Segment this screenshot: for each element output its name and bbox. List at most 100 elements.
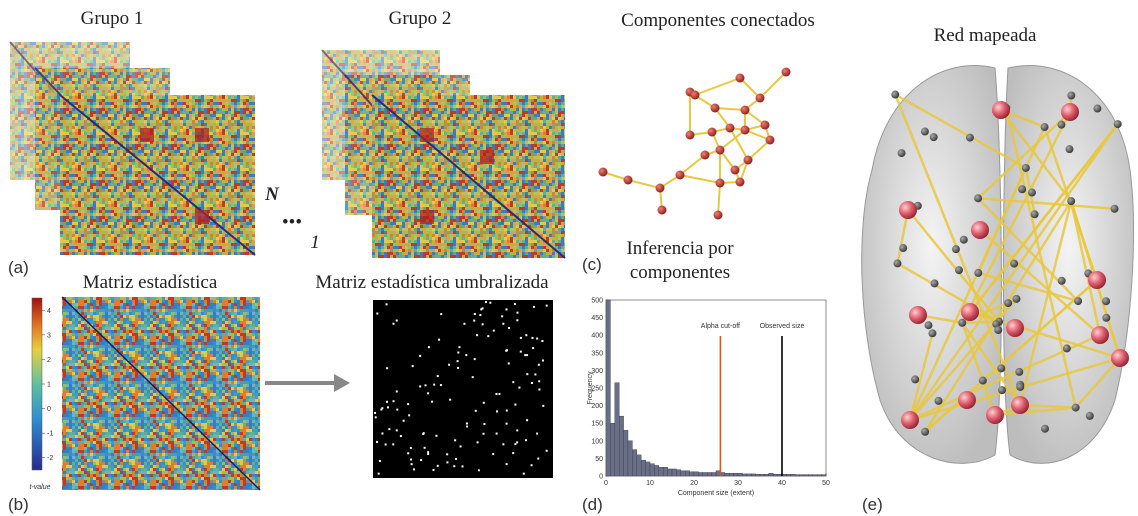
threshold-dot [427,451,429,453]
threshold-dot [457,352,459,354]
bar [795,475,799,476]
brain-hub [1088,271,1106,289]
threshold-dot [466,422,468,424]
threshold-dot [523,473,525,475]
brain-hub [1006,319,1024,337]
network-node [686,131,695,140]
threshold-dot [512,452,514,454]
threshold-dot [420,459,422,461]
brain-node [966,134,974,142]
threshold-dot [516,441,518,443]
group2-title: Grupo 2 [389,8,452,29]
brain-node [1063,344,1071,352]
bar [804,475,808,476]
colorbar-tick-label: 4 [47,308,51,315]
threshold-dot [446,453,448,455]
network-node [766,136,775,145]
brain-node [1041,123,1049,131]
bar [800,475,804,476]
threshold-dot [501,315,503,317]
threshold-dot [546,305,548,307]
y-tick-label: 450 [591,315,603,322]
network-node [599,168,608,177]
brain-hub [909,306,927,324]
threshold-dot [438,339,440,341]
y-tick-label: 500 [591,298,603,305]
inference-title: componentes [630,262,730,283]
bar [734,473,738,476]
colorbar-label: t-value [29,484,50,491]
threshold-dot [506,409,508,411]
threshold-dot [376,313,378,315]
threshold-dot [462,465,464,467]
threshold-dot [520,351,522,353]
network-node [714,211,723,220]
colorbar [32,298,42,470]
threshold-dot [419,385,421,387]
brain-hub [1111,349,1129,367]
threshold-dot [483,423,485,425]
x-tick-label: 20 [690,480,698,487]
threshold-dot [413,468,415,470]
bar [786,474,790,476]
matrix-block [195,210,209,224]
threshold-dot [448,364,450,366]
brain-node [1065,145,1073,153]
brain-node [998,386,1006,394]
bar [610,423,614,476]
threshold-dot [381,432,383,434]
threshold-dot [387,406,389,408]
threshold-dot [493,330,495,332]
threshold-dot [407,452,409,454]
threshold-dot [480,308,482,310]
bar [606,300,610,476]
colorbar-tick-label: 3 [47,332,51,339]
threshold-dot [427,392,429,394]
brain-node [1114,120,1122,128]
threshold-dot [412,365,414,367]
group1-title: Grupo 1 [81,8,144,29]
brain-node [1010,260,1018,268]
network-node [691,91,700,100]
brain-node [891,91,899,99]
threshold-dot [379,460,381,462]
bar [619,416,623,476]
threshold-dot [388,428,390,430]
x-axis-label: Component size (extent) [678,490,754,497]
threshold-dot [410,447,412,449]
brain-node [921,428,929,436]
threshold-dot [396,319,398,321]
reference-label: Alpha cut-off [701,323,740,330]
threshold-dot [392,323,394,325]
y-tick-label: 50 [595,456,603,463]
threshold-dot [410,459,412,461]
bar [822,475,826,476]
bar [769,473,773,476]
x-tick-label: 10 [646,480,654,487]
network-edge [715,108,745,110]
threshold-dot [427,453,429,455]
brain-node [1015,368,1023,376]
threshold-dot [473,320,475,322]
network-node [761,121,770,130]
threshold-dot [437,375,439,377]
threshold-dot [532,347,534,349]
bar [685,471,689,476]
threshold-dot [492,453,494,455]
brain-hub [958,391,976,409]
threshold-dot [487,335,489,337]
threshold-dot [386,401,388,403]
threshold-dot [538,389,540,391]
bar [703,472,707,476]
threshold-dot [525,334,527,336]
colorbar-tick-label: 0 [47,406,51,413]
threshold-dot [508,327,510,329]
network-node [756,94,765,103]
threshold-dot [375,416,377,418]
y-tick-label: 400 [591,333,603,340]
bar [712,472,716,476]
threshold-dot [514,303,516,305]
network-edge [628,180,660,188]
threshold-dot [514,404,516,406]
matrix-block [195,128,209,142]
